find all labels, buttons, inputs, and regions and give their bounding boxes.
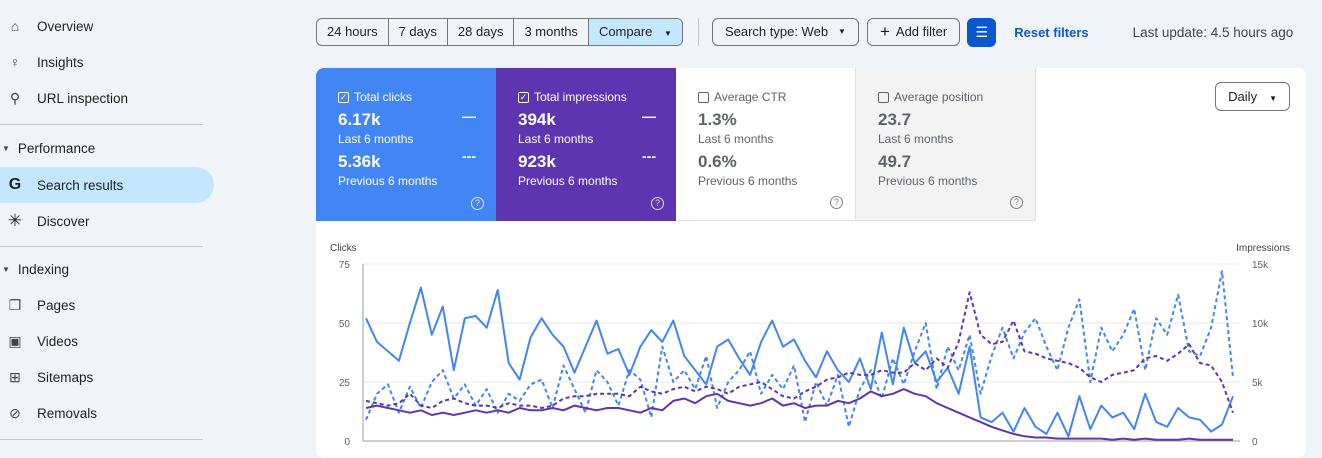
dashed-line-icon: --- xyxy=(642,148,656,164)
section-indexing[interactable]: ▼ Indexing xyxy=(2,262,69,277)
y-right-tick-label: 5k xyxy=(1252,378,1264,389)
caret-down-icon: ▼ xyxy=(664,29,672,38)
metric-total-impressions[interactable]: ✓ Total impressions 394k Last 6 months 923… xyxy=(496,68,676,221)
home-icon: ⌂ xyxy=(10,18,20,34)
checkbox-checked-icon[interactable]: ✓ xyxy=(518,91,529,103)
y-left-tick-label: 0 xyxy=(344,437,350,448)
y-right-axis-title: Impressions xyxy=(1236,243,1290,254)
plus-icon: + xyxy=(879,22,890,41)
checkbox-unchecked-icon[interactable] xyxy=(878,91,889,103)
checkbox-unchecked-icon[interactable] xyxy=(698,91,709,103)
nav-insights[interactable]: ♀ Insights xyxy=(0,44,214,80)
y-left-tick-label: 50 xyxy=(339,319,351,330)
y-left-axis-title: Clicks xyxy=(330,243,357,254)
last-update-text: Last update: 4.5 hours ago xyxy=(1132,24,1294,40)
add-filter-button[interactable]: + Add filter xyxy=(866,18,961,46)
range-7-days[interactable]: 7 days xyxy=(389,19,448,45)
divider xyxy=(0,246,203,247)
sidebar: ⌂ Overview ♀ Insights ⚲ URL inspection ▼ Per… xyxy=(0,0,215,446)
granularity-dropdown[interactable]: Daily ▼ xyxy=(1215,82,1290,111)
date-range-selector: 24 hours 7 days 28 days 3 months Compare… xyxy=(316,18,683,46)
asterisk-icon: ✳ xyxy=(7,211,23,230)
help-icon[interactable]: ? xyxy=(830,196,843,209)
range-28-days[interactable]: 28 days xyxy=(448,19,515,45)
nav-overview[interactable]: ⌂ Overview xyxy=(0,8,214,44)
divider xyxy=(0,124,203,125)
help-icon[interactable]: ? xyxy=(651,197,664,210)
eye-off-icon: ⊘ xyxy=(9,404,21,421)
nav-url-inspection[interactable]: ⚲ URL inspection xyxy=(0,80,214,116)
lightbulb-icon: ♀ xyxy=(9,54,21,70)
help-icon[interactable]: ? xyxy=(1010,196,1023,209)
range-24-hours[interactable]: 24 hours xyxy=(317,19,389,45)
search-type-dropdown[interactable]: Search type: Web ▼ xyxy=(711,18,859,46)
filter-icon: ☰ xyxy=(975,23,988,40)
metric-average-ctr[interactable]: Average CTR 1.3% Last 6 months 0.6% Previo… xyxy=(676,68,856,221)
dashed-line-icon: --- xyxy=(462,148,476,164)
pages-icon: ❐ xyxy=(8,296,22,313)
compare-dropdown[interactable]: Compare ▼ xyxy=(588,19,682,45)
y-right-tick-label: 15k xyxy=(1252,260,1269,271)
video-icon: ▣ xyxy=(8,332,22,349)
y-left-tick-label: 75 xyxy=(339,260,351,271)
section-performance[interactable]: ▼ Performance xyxy=(2,141,96,156)
nav-videos[interactable]: ▣ Videos xyxy=(8,332,79,349)
help-icon[interactable]: ? xyxy=(471,197,484,210)
filter-settings-button[interactable]: ☰ xyxy=(967,17,997,47)
divider xyxy=(0,439,203,440)
y-right-tick-label: 0 xyxy=(1252,437,1258,448)
nav-pages[interactable]: ❐ Pages xyxy=(8,296,76,313)
caret-down-icon: ▼ xyxy=(2,265,10,274)
google-g-icon: G xyxy=(8,176,22,193)
y-right-tick-label: 10k xyxy=(1252,319,1269,330)
sitemap-icon: ⊞ xyxy=(9,368,21,385)
nav-search-results[interactable]: G Search results xyxy=(0,167,214,203)
toolbar: 24 hours 7 days 28 days 3 months Compare… xyxy=(316,17,1294,47)
caret-down-icon: ▼ xyxy=(1269,94,1277,103)
reset-filters-link[interactable]: Reset filters xyxy=(1014,24,1089,40)
performance-chart: 0 0 25 5k 50 10k 75 15k xyxy=(339,260,1269,448)
metric-total-clicks[interactable]: ✓ Total clicks 6.17k Last 6 months 5.36k Pr… xyxy=(316,68,496,221)
y-left-tick-label: 25 xyxy=(339,378,351,389)
solid-line-icon: — xyxy=(462,108,476,124)
nav-removals[interactable]: ⊘ Removals xyxy=(0,395,214,431)
range-3-months[interactable]: 3 months xyxy=(514,19,589,45)
series-line-clicks-previous-6-months- xyxy=(365,270,1234,428)
caret-down-icon: ▼ xyxy=(838,27,846,36)
caret-down-icon: ▼ xyxy=(2,144,10,153)
performance-card: ✓ Total clicks 6.17k Last 6 months 5.36k Pr… xyxy=(316,68,1306,458)
series-line-impressions-last-6-months- xyxy=(365,388,1233,441)
divider xyxy=(697,18,699,46)
series-line-impressions-previous-6-months- xyxy=(365,291,1234,414)
metric-average-position[interactable]: Average position 23.7 Last 6 months 49.7 P… xyxy=(856,68,1036,221)
checkbox-checked-icon[interactable]: ✓ xyxy=(338,91,349,103)
nav-sitemaps[interactable]: ⊞ Sitemaps xyxy=(0,359,214,395)
solid-line-icon: — xyxy=(642,108,656,124)
nav-discover[interactable]: ✳ Discover xyxy=(7,211,90,230)
series-line-clicks-last-6-months- xyxy=(365,286,1234,438)
search-icon: ⚲ xyxy=(9,89,21,106)
